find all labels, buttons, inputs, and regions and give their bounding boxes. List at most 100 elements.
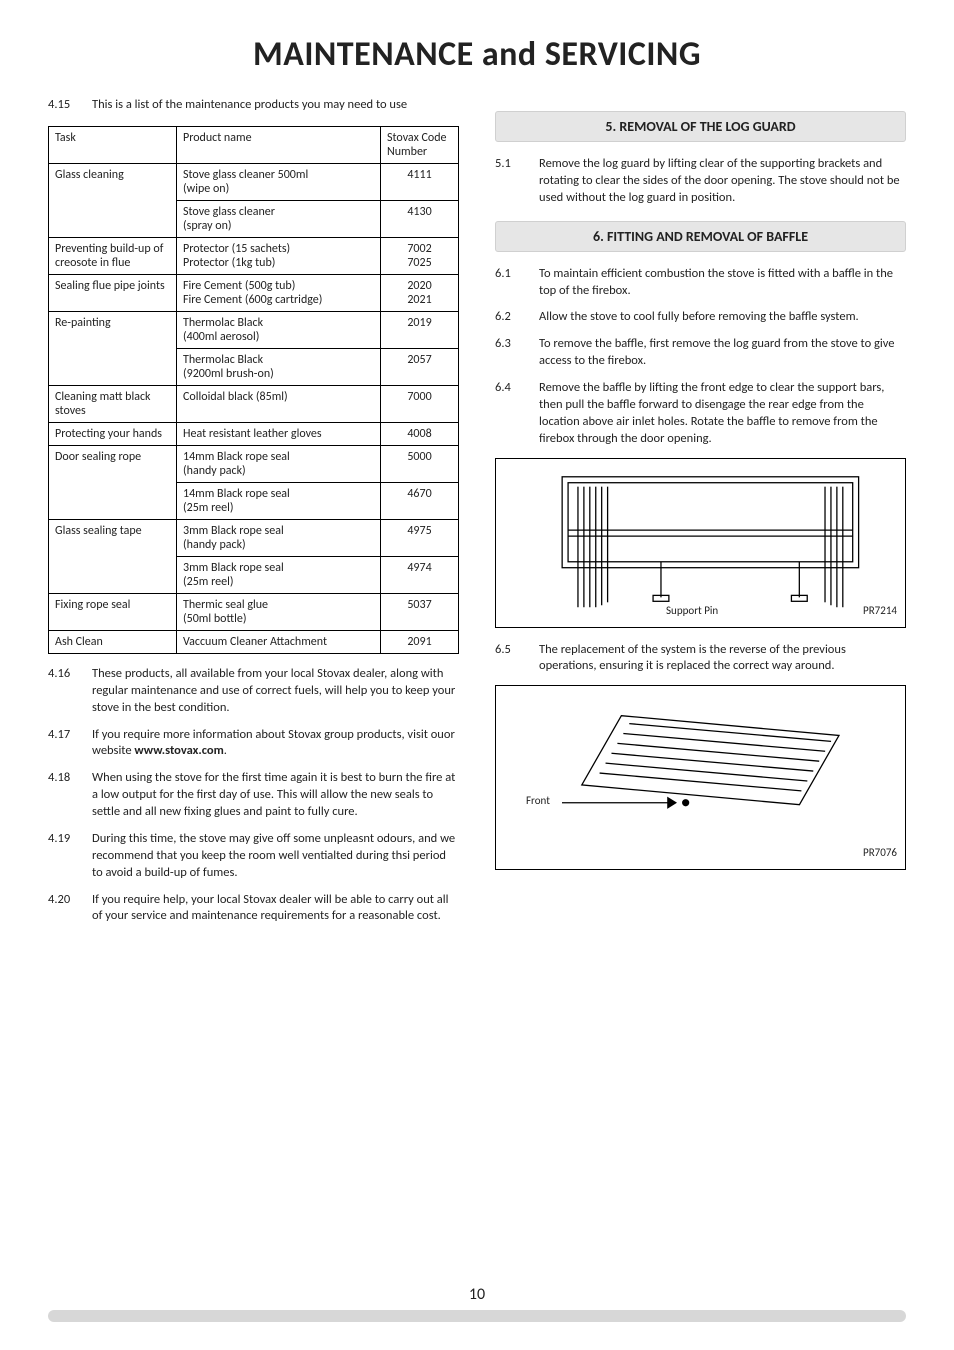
para-number: 4.15 (48, 97, 78, 114)
products-table: Task Product name Stovax Code Number Gla… (48, 126, 459, 654)
para-number: 4.18 (48, 770, 78, 821)
section-6-heading: 6. FITTING AND REMOVAL OF BAFFLE (495, 221, 906, 252)
cell-task: Ash Clean (49, 630, 177, 653)
numbered-para: 6.2 Allow the stove to cool fully before … (495, 309, 906, 326)
cell-product: Thermolac Black(9200ml brush-on) (177, 348, 381, 385)
figure-log-guard: Support Pin PR7214 (495, 458, 906, 628)
para-number: 6.2 (495, 309, 525, 326)
para-number: 6.4 (495, 380, 525, 448)
bold-link-text: www.stovax.com (134, 743, 223, 758)
cell-task: Protecting your hands (49, 422, 177, 445)
para-number: 5.1 (495, 156, 525, 207)
figure-baffle: Front PR7076 (495, 685, 906, 870)
para-text: To maintain efficient combustion the sto… (539, 266, 906, 300)
cell-code: 4008 (381, 422, 459, 445)
table-row: Cleaning matt black stovesColloidal blac… (49, 385, 459, 422)
table-row: Glass sealing tape3mm Black rope seal(ha… (49, 519, 459, 556)
cell-code: 4111 (381, 163, 459, 200)
cell-code: 2091 (381, 630, 459, 653)
numbered-para: 4.18 When using the stove for the first t… (48, 770, 459, 821)
table-row: Ash CleanVaccuum Cleaner Attachment2091 (49, 630, 459, 653)
cell-product: 14mm Black rope seal(handy pack) (177, 445, 381, 482)
baffle-svg (496, 686, 905, 869)
cell-product: Stove glass cleaner(spray on) (177, 200, 381, 237)
para-text: Remove the log guard by lifting clear of… (539, 156, 906, 207)
col-header-code: Stovax Code Number (381, 126, 459, 163)
table-row: Re-paintingThermolac Black(400ml aerosol… (49, 311, 459, 348)
cell-product: Fire Cement (500g tub)Fire Cement (600g … (177, 274, 381, 311)
cell-task: Re-painting (49, 311, 177, 385)
para-number: 6.5 (495, 642, 525, 676)
para-number: 4.20 (48, 892, 78, 926)
cell-code: 5037 (381, 593, 459, 630)
para-text: During this time, the stove may give off… (92, 831, 459, 882)
numbered-para: 4.19 During this time, the stove may give… (48, 831, 459, 882)
fig1-code: PR7214 (863, 604, 897, 617)
cell-product: Thermic seal glue(50ml bottle) (177, 593, 381, 630)
table-row: Door sealing rope14mm Black rope seal(ha… (49, 445, 459, 482)
para-text: Remove the baffle by lifting the front e… (539, 380, 906, 448)
page-number: 10 (0, 1285, 954, 1304)
cell-product: 3mm Black rope seal(handy pack) (177, 519, 381, 556)
col-header-task: Task (49, 126, 177, 163)
numbered-para: 4.16 These products, all available from y… (48, 666, 459, 717)
table-row: Preventing build-up of creosote in flueP… (49, 237, 459, 274)
cell-task: Sealing flue pipe joints (49, 274, 177, 311)
cell-product: Protector (15 sachets)Protector (1kg tub… (177, 237, 381, 274)
page: MAINTENANCE and SERVICING 4.15 This is a… (0, 0, 954, 1350)
cell-code: 20202021 (381, 274, 459, 311)
cell-product: Heat resistant leather gloves (177, 422, 381, 445)
fig2-code: PR7076 (863, 846, 897, 859)
para-text: If you require more information about St… (92, 727, 459, 761)
para-text: The replacement of the system is the rev… (539, 642, 906, 676)
cell-product: 14mm Black rope seal(25m reel) (177, 482, 381, 519)
table-header-row: Task Product name Stovax Code Number (49, 126, 459, 163)
para-text: When using the stove for the first time … (92, 770, 459, 821)
para-4-15: 4.15 This is a list of the maintenance p… (48, 97, 459, 114)
cell-code: 4130 (381, 200, 459, 237)
log-guard-svg (496, 459, 905, 627)
para-text: Allow the stove to cool fully before rem… (539, 309, 906, 326)
cell-product: Thermolac Black(400ml aerosol) (177, 311, 381, 348)
numbered-para: 5.1 Remove the log guard by lifting clear… (495, 156, 906, 207)
cell-product: Colloidal black (85ml) (177, 385, 381, 422)
cell-code: 4975 (381, 519, 459, 556)
table-row: Sealing flue pipe jointsFire Cement (500… (49, 274, 459, 311)
cell-task: Glass sealing tape (49, 519, 177, 593)
numbered-para: 4.20 If you require help, your local Stov… (48, 892, 459, 926)
cell-code: 4974 (381, 556, 459, 593)
cell-product: 3mm Black rope seal(25m reel) (177, 556, 381, 593)
para-text: These products, all available from your … (92, 666, 459, 717)
table-row: Protecting your handsHeat resistant leat… (49, 422, 459, 445)
para-text: This is a list of the maintenance produc… (92, 97, 459, 114)
table-row: Glass cleaningStove glass cleaner 500ml(… (49, 163, 459, 200)
numbered-para: 6.4 Remove the baffle by lifting the fron… (495, 380, 906, 448)
para-number: 4.19 (48, 831, 78, 882)
cell-product: Vaccuum Cleaner Attachment (177, 630, 381, 653)
cell-code: 7000 (381, 385, 459, 422)
cell-code: 4670 (381, 482, 459, 519)
cell-task: Fixing rope seal (49, 593, 177, 630)
fig2-front-label: Front (526, 794, 550, 807)
footer-bar (48, 1310, 906, 1322)
cell-task: Door sealing rope (49, 445, 177, 519)
cell-code: 70027025 (381, 237, 459, 274)
right-column: 5. REMOVAL OF THE LOG GUARD 5.1 Remove th… (495, 97, 906, 935)
para-number: 6.3 (495, 336, 525, 370)
para-number: 4.17 (48, 727, 78, 761)
numbered-para: 6.3To remove the baffle, first remove th… (495, 336, 906, 370)
cell-code: 2057 (381, 348, 459, 385)
col-header-product: Product name (177, 126, 381, 163)
cell-task: Cleaning matt black stoves (49, 385, 177, 422)
para-text: If you require help, your local Stovax d… (92, 892, 459, 926)
cell-task: Preventing build-up of creosote in flue (49, 237, 177, 274)
cell-product: Stove glass cleaner 500ml(wipe on) (177, 163, 381, 200)
para-number: 6.1 (495, 266, 525, 300)
cell-code: 5000 (381, 445, 459, 482)
cell-code: 2019 (381, 311, 459, 348)
para-number: 4.16 (48, 666, 78, 717)
cell-task: Glass cleaning (49, 163, 177, 237)
fig1-support-pin-label: Support Pin (666, 604, 718, 617)
section-5-heading: 5. REMOVAL OF THE LOG GUARD (495, 111, 906, 142)
two-column-layout: 4.15 This is a list of the maintenance p… (48, 97, 906, 935)
